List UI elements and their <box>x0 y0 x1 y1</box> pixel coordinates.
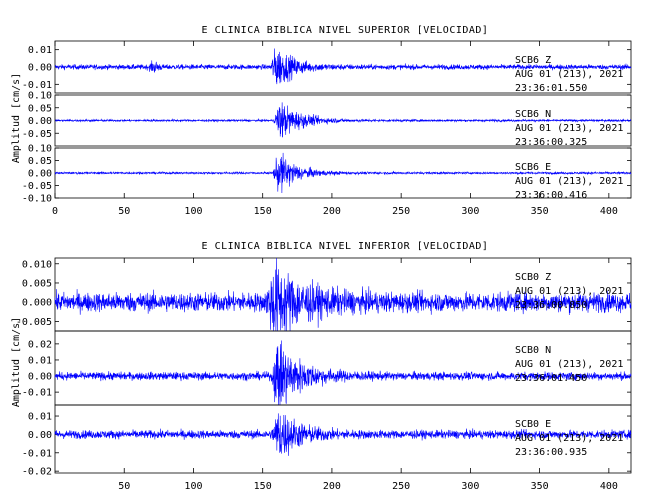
x-axis: 0 50 100 150 200 250 300 350 400 <box>52 41 618 217</box>
waveform-trace <box>54 48 632 85</box>
waveform-trace <box>54 152 632 193</box>
y-tick-label: 0.005 <box>22 278 52 289</box>
y-tick-label: -0.01 <box>22 388 52 399</box>
date-label: AUG 01 (213), 2021 <box>515 433 623 444</box>
y-tick-label: 0.05 <box>28 156 52 167</box>
x-tick-label: 200 <box>323 206 341 217</box>
x-tick-label: 250 <box>392 206 410 217</box>
date-label: AUG 01 (213), 2021 <box>515 69 623 80</box>
date-label: AUG 01 (213), 2021 <box>515 359 623 370</box>
x-tick-label: 50 <box>118 206 130 217</box>
x-tick-label: 250 <box>392 481 410 492</box>
x-tick-label: 150 <box>254 481 272 492</box>
y-tick-label: 0.01 <box>28 45 52 56</box>
station-label: SCB0 N <box>515 345 551 356</box>
x-tick-label: 400 <box>600 481 618 492</box>
waveform-trace <box>54 102 632 138</box>
x-tick-label: 200 <box>323 481 341 492</box>
y-tick-label: 0.010 <box>22 259 52 270</box>
time-label: 23:36:01.450 <box>515 373 587 384</box>
date-label: AUG 01 (213), 2021 <box>515 123 623 134</box>
y-tick-label: 0.01 <box>28 355 52 366</box>
lower-chart-ylabel: Amplitud [cm/s] <box>11 317 22 407</box>
waveform-trace <box>54 340 632 406</box>
panel-scb6-z: 0.01 0.00 -0.01 SCB6 Z AUG 01 (213), 2021 23:… <box>22 40 632 94</box>
station-label: SCB6 N <box>515 109 551 120</box>
station-label: SCB6 E <box>515 162 551 173</box>
y-tick-label: 0.10 <box>28 91 52 102</box>
y-tick-label: -0.05 <box>22 129 52 140</box>
time-label: 23:36:00.935 <box>515 447 587 458</box>
x-axis: 50 100 150 200 250 300 350 400 <box>118 258 618 492</box>
y-tick-label: 0.05 <box>28 103 52 114</box>
upper-chart-title: E CLINICA BIBLICA NIVEL SUPERIOR [VELOCI… <box>202 25 489 36</box>
time-label: 23:36:01.550 <box>515 83 587 94</box>
lower-chart-title: E CLINICA BIBLICA NIVEL INFERIOR [VELOCI… <box>202 241 489 252</box>
y-tick-label: -0.10 <box>22 194 52 205</box>
y-tick-label: 0.00 <box>28 372 52 383</box>
y-tick-label: -0.05 <box>22 181 52 192</box>
panel-scb0-z: 0.010 0.005 0.000 -0.005 SCB0 Z AUG 01 (213),… <box>16 257 632 332</box>
x-tick-label: 400 <box>600 206 618 217</box>
waveform-trace <box>54 258 632 332</box>
panel-scb0-e: 0.01 0.00 -0.01 -0.02 SCB0 E AUG 01 (213), 20… <box>22 404 632 478</box>
y-tick-label: -0.005 <box>16 317 52 328</box>
y-tick-label: 0.00 <box>28 116 52 127</box>
y-tick-label: -0.02 <box>22 467 52 478</box>
panel-scb6-n: 0.100.05 0.00 -0.05 SCB6 N AUG 01 (213), 202… <box>22 91 632 148</box>
y-tick-label: 0.000 <box>22 298 52 309</box>
x-tick-label: 0 <box>52 206 58 217</box>
x-tick-label: 350 <box>531 206 549 217</box>
y-tick-label: 0.00 <box>28 169 52 180</box>
station-label: SCB0 Z <box>515 272 551 283</box>
y-tick-label: 0.02 <box>28 339 52 350</box>
y-tick-label: 0.10 <box>28 144 52 155</box>
date-label: AUG 01 (213), 2021 <box>515 286 623 297</box>
waveform-trace <box>54 413 632 456</box>
time-label: 23:36:00.325 <box>515 137 587 148</box>
station-label: SCB6 Z <box>515 55 551 66</box>
x-tick-label: 300 <box>461 206 479 217</box>
y-tick-label: 0.00 <box>28 63 52 74</box>
time-label: 23:36:00.850 <box>515 300 587 311</box>
x-tick-label: 50 <box>118 481 130 492</box>
station-label: SCB0 E <box>515 419 551 430</box>
y-tick-label: 0.00 <box>28 430 52 441</box>
date-label: AUG 01 (213), 2021 <box>515 176 623 187</box>
x-tick-label: 150 <box>254 206 272 217</box>
plot-panels: 0.01 0.00 -0.01 SCB6 Z AUG 01 (213), 2021 23:… <box>16 40 632 492</box>
time-label: 23:36:00.416 <box>515 190 587 201</box>
x-tick-label: 100 <box>184 481 202 492</box>
panel-scb0-n: 0.02 0.01 0.00 -0.01 SCB0 N AUG 01 (213), 202… <box>22 330 632 406</box>
x-tick-label: 350 <box>531 481 549 492</box>
x-tick-label: 100 <box>184 206 202 217</box>
panel-scb6-e: 0.100.05 0.00-0.05 -0.10 SCB6 E AUG 01 (213)… <box>22 144 632 205</box>
x-tick-label: 300 <box>461 481 479 492</box>
panel-frame <box>54 404 632 474</box>
upper-chart-ylabel: Amplitud [cm/s] <box>11 73 22 163</box>
y-tick-label: 0.01 <box>28 412 52 423</box>
y-tick-label: -0.01 <box>22 448 52 459</box>
y-tick-label: -0.01 <box>22 80 52 91</box>
